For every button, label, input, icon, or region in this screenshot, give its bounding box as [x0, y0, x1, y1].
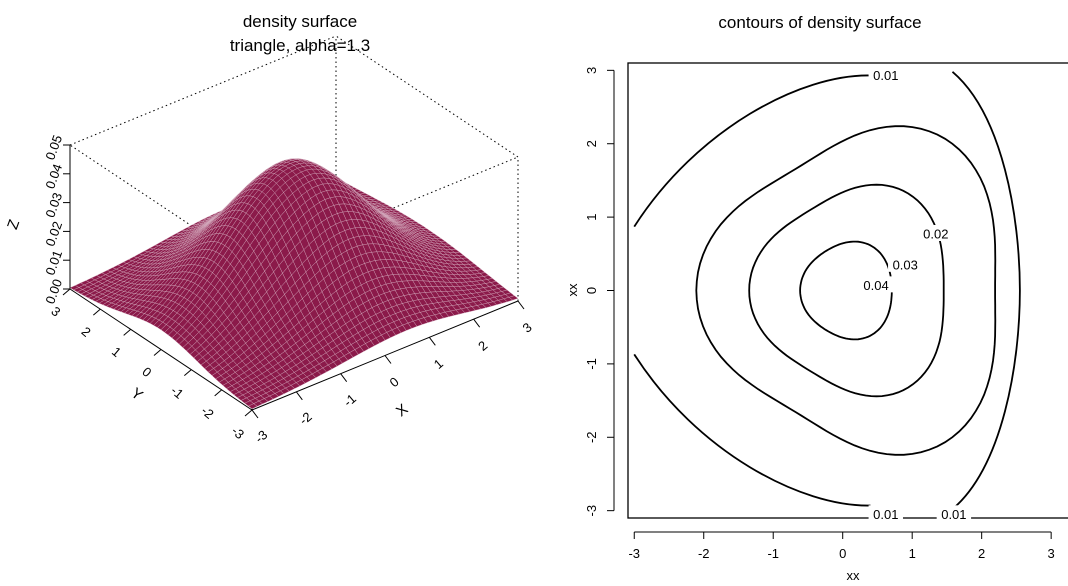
x-axis-tick [517, 300, 525, 310]
contour-level-label: 0.01 [873, 507, 898, 522]
surface-title: density surface [243, 12, 357, 31]
z-axis-tick-label: 0.04 [42, 162, 65, 191]
contour-level-label: 0.01 [941, 507, 966, 522]
x-axis-tick-label: -3 [628, 546, 640, 561]
x-axis-tick [295, 391, 303, 401]
contour-panel: contours of density surface 0.010.01 0.01… [565, 13, 1068, 583]
contour-label-background [868, 66, 903, 83]
contour-level-label: 0.02 [923, 226, 948, 241]
x-axis-tick-label: -2 [698, 546, 710, 561]
y-axis-tick-label: 3 [584, 67, 599, 74]
contour-line [951, 71, 1021, 510]
contour-y-axis: -3 -2 -1 0 1 2 3 [584, 67, 615, 517]
surface-subtitle: triangle, alpha=1.3 [230, 36, 370, 55]
contour-line [633, 74, 871, 507]
y-axis-tick-label: 0 [584, 287, 599, 294]
surface-z-axis: 0.000.010.020.030.040.05 [42, 133, 71, 306]
contour-y-axis-title: xx [565, 283, 580, 297]
contour-line [695, 125, 997, 456]
y-axis-tick-label: -2 [198, 403, 216, 422]
x-axis-tick-label: 2 [978, 546, 985, 561]
x-axis-tick-label: -1 [341, 391, 359, 410]
surface-mesh [69, 158, 519, 410]
y-axis-tick-label: -3 [584, 505, 599, 517]
contour-x-axis: -3 -2 -1 0 1 2 3 [628, 531, 1055, 561]
contour-title: contours of density surface [718, 13, 921, 32]
surface-z-axis-title: Z [4, 217, 23, 231]
surface-panel: density surface triangle, alpha=1.3 -3 -2… [4, 12, 534, 446]
x-axis-tick-label: -1 [767, 546, 779, 561]
contour-level-label: 0.03 [893, 257, 918, 272]
z-axis-tick-label: 0.00 [42, 277, 65, 306]
x-axis-tick-label: 0 [387, 374, 402, 390]
contour-level-label: 0.01 [873, 68, 898, 83]
contour-label-background [868, 505, 903, 522]
contour-x-axis-title: xx [847, 568, 861, 583]
contour-line [799, 240, 893, 341]
y-axis-tick [153, 349, 162, 356]
x-axis-tick-label: 1 [909, 546, 916, 561]
y-axis-tick-label: -1 [168, 383, 186, 402]
y-axis-tick [214, 389, 222, 397]
box-edge [335, 35, 519, 158]
y-axis-tick-label: 1 [109, 344, 124, 360]
x-axis-tick-label: -2 [296, 409, 314, 428]
z-axis-tick-label: 0.03 [42, 191, 65, 220]
y-axis-tick-label: 2 [79, 324, 94, 340]
y-axis-tick [123, 328, 131, 336]
x-axis-tick-label: 3 [1048, 546, 1055, 561]
y-axis-tick-label: 2 [584, 140, 599, 147]
y-axis-tick-label: -2 [584, 431, 599, 443]
z-axis-tick-label: 0.02 [42, 219, 65, 248]
contour-level-labels: 0.01 0.01 0.01 0.02 0.03 0.04 [858, 66, 972, 522]
contour-label-background [936, 505, 972, 522]
y-axis-tick [244, 409, 253, 417]
x-axis-tick-label: 0 [839, 546, 846, 561]
y-axis-tick-label: -3 [229, 423, 247, 442]
surface-facet [248, 403, 258, 410]
y-axis-tick [62, 288, 71, 296]
contour-label-background [858, 276, 894, 293]
contour-plot-frame [627, 62, 1068, 519]
surface-x-axis: -3 -2 -1 0 1 2 3 [251, 300, 535, 446]
y-axis-tick [184, 369, 192, 377]
x-axis-tick [340, 373, 348, 382]
x-axis-tick-label: 2 [475, 338, 490, 354]
box-edge [251, 156, 519, 267]
y-axis-tick-label: 1 [584, 213, 599, 220]
x-axis-tick [428, 337, 436, 346]
x-axis-tick [251, 409, 259, 419]
contour-level-label: 0.04 [863, 278, 888, 293]
contour-label-background [918, 224, 954, 241]
x-axis-tick [384, 355, 392, 364]
x-axis-tick-label: 1 [431, 356, 446, 372]
x-axis-tick-label: -3 [252, 427, 270, 446]
surface-y-axis-title: Y [128, 385, 146, 405]
contour-lines [633, 71, 1021, 510]
x-axis-tick [473, 318, 481, 328]
y-axis-tick-label: 0 [139, 364, 154, 380]
z-axis-tick-label: 0.01 [42, 248, 65, 277]
y-axis-tick [93, 308, 101, 316]
box-edge [69, 35, 337, 146]
y-axis-tick-label: -1 [584, 358, 599, 370]
surface-x-axis-title: X [393, 401, 411, 421]
contour-label-background [888, 255, 923, 272]
contour-line [748, 183, 945, 398]
z-axis-tick-label: 0.05 [42, 133, 65, 162]
x-axis-tick-label: 3 [520, 319, 535, 335]
